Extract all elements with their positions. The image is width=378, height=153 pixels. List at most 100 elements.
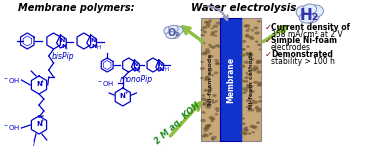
Ellipse shape <box>215 108 219 110</box>
Ellipse shape <box>210 46 213 47</box>
Text: monoPip: monoPip <box>120 75 153 84</box>
Ellipse shape <box>242 123 245 125</box>
Ellipse shape <box>202 95 204 96</box>
Ellipse shape <box>255 108 257 109</box>
Ellipse shape <box>205 135 208 136</box>
Ellipse shape <box>218 46 220 47</box>
Ellipse shape <box>169 25 178 32</box>
Ellipse shape <box>205 100 209 102</box>
Ellipse shape <box>256 68 259 69</box>
Ellipse shape <box>259 49 261 50</box>
Ellipse shape <box>246 54 249 55</box>
Ellipse shape <box>251 38 254 39</box>
Ellipse shape <box>213 25 217 27</box>
Ellipse shape <box>206 21 210 24</box>
Ellipse shape <box>256 41 258 42</box>
Ellipse shape <box>203 31 206 33</box>
Bar <box>220 18 242 141</box>
Ellipse shape <box>245 130 248 131</box>
Text: H₂: H₂ <box>300 7 319 22</box>
Text: 2 M aq. KOH: 2 M aq. KOH <box>153 100 202 146</box>
Ellipse shape <box>167 27 180 39</box>
Text: $^-$OH: $^-$OH <box>2 75 20 84</box>
Ellipse shape <box>249 36 253 38</box>
Ellipse shape <box>212 136 216 139</box>
Ellipse shape <box>242 41 246 42</box>
Ellipse shape <box>211 119 213 120</box>
Ellipse shape <box>251 110 254 111</box>
Ellipse shape <box>201 29 203 31</box>
Ellipse shape <box>205 127 209 129</box>
Text: +: + <box>40 78 44 84</box>
Ellipse shape <box>204 22 207 23</box>
Ellipse shape <box>201 34 204 36</box>
Text: N: N <box>158 67 163 71</box>
Ellipse shape <box>257 122 259 123</box>
Ellipse shape <box>246 90 248 91</box>
Ellipse shape <box>257 108 261 110</box>
Text: ✓: ✓ <box>265 50 272 58</box>
Ellipse shape <box>308 5 324 17</box>
Ellipse shape <box>209 69 212 71</box>
Ellipse shape <box>259 101 262 102</box>
Ellipse shape <box>200 40 204 42</box>
Ellipse shape <box>246 72 247 73</box>
Ellipse shape <box>247 74 249 75</box>
FancyArrowPatch shape <box>208 6 228 20</box>
Ellipse shape <box>248 28 250 29</box>
Ellipse shape <box>253 126 255 128</box>
Bar <box>201 18 220 141</box>
Ellipse shape <box>201 61 203 62</box>
Ellipse shape <box>212 99 214 100</box>
Ellipse shape <box>211 34 215 35</box>
Ellipse shape <box>206 105 209 107</box>
Ellipse shape <box>201 77 203 79</box>
Ellipse shape <box>203 26 206 28</box>
Text: I: I <box>33 141 35 147</box>
Text: +: + <box>40 119 44 123</box>
Ellipse shape <box>215 114 217 115</box>
Ellipse shape <box>216 63 219 64</box>
Ellipse shape <box>202 112 205 113</box>
Ellipse shape <box>202 135 205 137</box>
Ellipse shape <box>211 121 213 122</box>
Text: H: H <box>96 45 101 50</box>
Ellipse shape <box>296 6 310 18</box>
Ellipse shape <box>166 32 177 39</box>
Text: Demonstrated: Demonstrated <box>271 50 333 58</box>
Ellipse shape <box>211 28 213 29</box>
Ellipse shape <box>215 35 217 36</box>
Text: Membrane polymers:: Membrane polymers: <box>18 3 134 13</box>
Ellipse shape <box>257 21 260 22</box>
Ellipse shape <box>252 69 256 71</box>
Ellipse shape <box>241 65 245 67</box>
Ellipse shape <box>164 27 174 35</box>
Ellipse shape <box>303 4 317 14</box>
Text: Water electrolysis: Water electrolysis <box>191 3 296 13</box>
Ellipse shape <box>244 61 248 63</box>
Ellipse shape <box>204 130 207 131</box>
Ellipse shape <box>241 54 245 56</box>
Ellipse shape <box>209 44 211 46</box>
Ellipse shape <box>251 59 254 60</box>
Text: N: N <box>157 62 163 67</box>
Ellipse shape <box>211 138 213 139</box>
Ellipse shape <box>204 128 208 130</box>
Ellipse shape <box>247 46 249 47</box>
Text: N: N <box>134 67 139 71</box>
Ellipse shape <box>245 133 247 135</box>
Ellipse shape <box>257 61 260 63</box>
Bar <box>242 18 261 141</box>
Ellipse shape <box>245 80 248 82</box>
Ellipse shape <box>257 62 259 63</box>
Ellipse shape <box>214 46 215 47</box>
Text: Ni-foam cathode: Ni-foam cathode <box>249 50 254 109</box>
Text: N: N <box>62 43 67 49</box>
Ellipse shape <box>216 22 220 24</box>
Ellipse shape <box>215 101 217 102</box>
Ellipse shape <box>246 30 249 31</box>
Text: N: N <box>90 37 95 43</box>
Ellipse shape <box>258 84 262 86</box>
Text: $^-$OH: $^-$OH <box>96 78 114 88</box>
Ellipse shape <box>209 89 212 90</box>
